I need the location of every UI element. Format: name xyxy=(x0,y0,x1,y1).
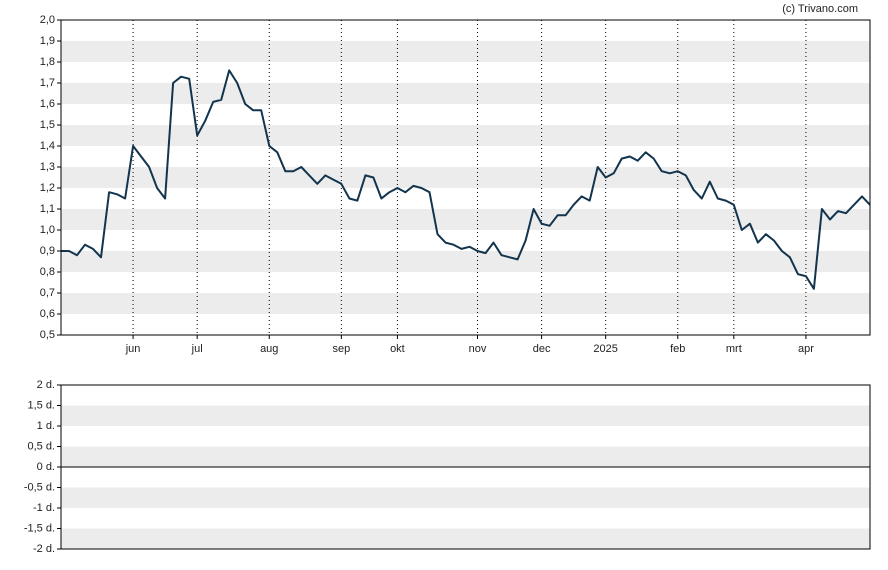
grid-band xyxy=(61,41,870,62)
y-tick-label: 1,4 xyxy=(40,140,55,152)
grid-band xyxy=(61,209,870,230)
y-tick-label: 1,1 xyxy=(40,203,55,215)
x-tick-label: jul xyxy=(191,343,203,355)
x-tick-label: aug xyxy=(260,343,278,355)
grid-band xyxy=(61,83,870,104)
y-tick-label: 0,5 d. xyxy=(27,440,55,452)
y-tick-label: 1,5 xyxy=(40,119,55,131)
y-tick-label: 0 d. xyxy=(37,461,55,473)
y-tick-label: 1,5 d. xyxy=(27,399,55,411)
grid-band xyxy=(61,167,870,188)
grid-band xyxy=(61,251,870,272)
y-tick-label: 1,3 xyxy=(40,161,55,173)
y-tick-label: -0,5 d. xyxy=(24,481,55,493)
y-tick-label: 1,7 xyxy=(40,77,55,89)
y-tick-label: 1,9 xyxy=(40,35,55,47)
grid-band xyxy=(61,487,870,508)
grid-band xyxy=(61,125,870,146)
y-tick-label: 2,0 xyxy=(40,14,55,26)
y-tick-label: 0,7 xyxy=(40,287,55,299)
y-tick-label: 1,0 xyxy=(40,224,55,236)
grid-band xyxy=(61,528,870,549)
grid-band xyxy=(61,446,870,467)
plot-frame xyxy=(60,384,871,550)
y-tick-label: 0,9 xyxy=(40,245,55,257)
y-tick-label: 1,6 xyxy=(40,98,55,110)
y-tick-label: -1 d. xyxy=(33,502,55,514)
grid-band xyxy=(61,405,870,426)
x-tick-label: okt xyxy=(390,343,405,355)
y-tick-label: 0,5 xyxy=(40,329,55,341)
grid-band xyxy=(61,293,870,314)
price-line xyxy=(61,69,871,290)
y-tick-label: 0,6 xyxy=(40,308,55,320)
x-tick-label: 2025 xyxy=(593,343,617,355)
plot-frame xyxy=(60,19,871,336)
x-tick-label: jun xyxy=(125,343,141,355)
x-tick-label: nov xyxy=(469,343,487,355)
y-tick-label: -1,5 d. xyxy=(24,522,55,534)
y-tick-label: -2 d. xyxy=(33,543,55,555)
y-tick-label: 1,8 xyxy=(40,56,55,68)
x-tick-label: mrt xyxy=(726,343,742,355)
x-tick-label: dec xyxy=(533,343,551,355)
y-tick-label: 1,2 xyxy=(40,182,55,194)
y-tick-label: 0,8 xyxy=(40,266,55,278)
x-tick-label: apr xyxy=(798,343,814,355)
y-tick-label: 2 d. xyxy=(37,379,55,391)
y-tick-label: 1 d. xyxy=(37,420,55,432)
credit: (c) Trivano.com xyxy=(782,3,858,15)
x-tick-label: sep xyxy=(332,343,350,355)
x-tick-label: feb xyxy=(670,343,685,355)
